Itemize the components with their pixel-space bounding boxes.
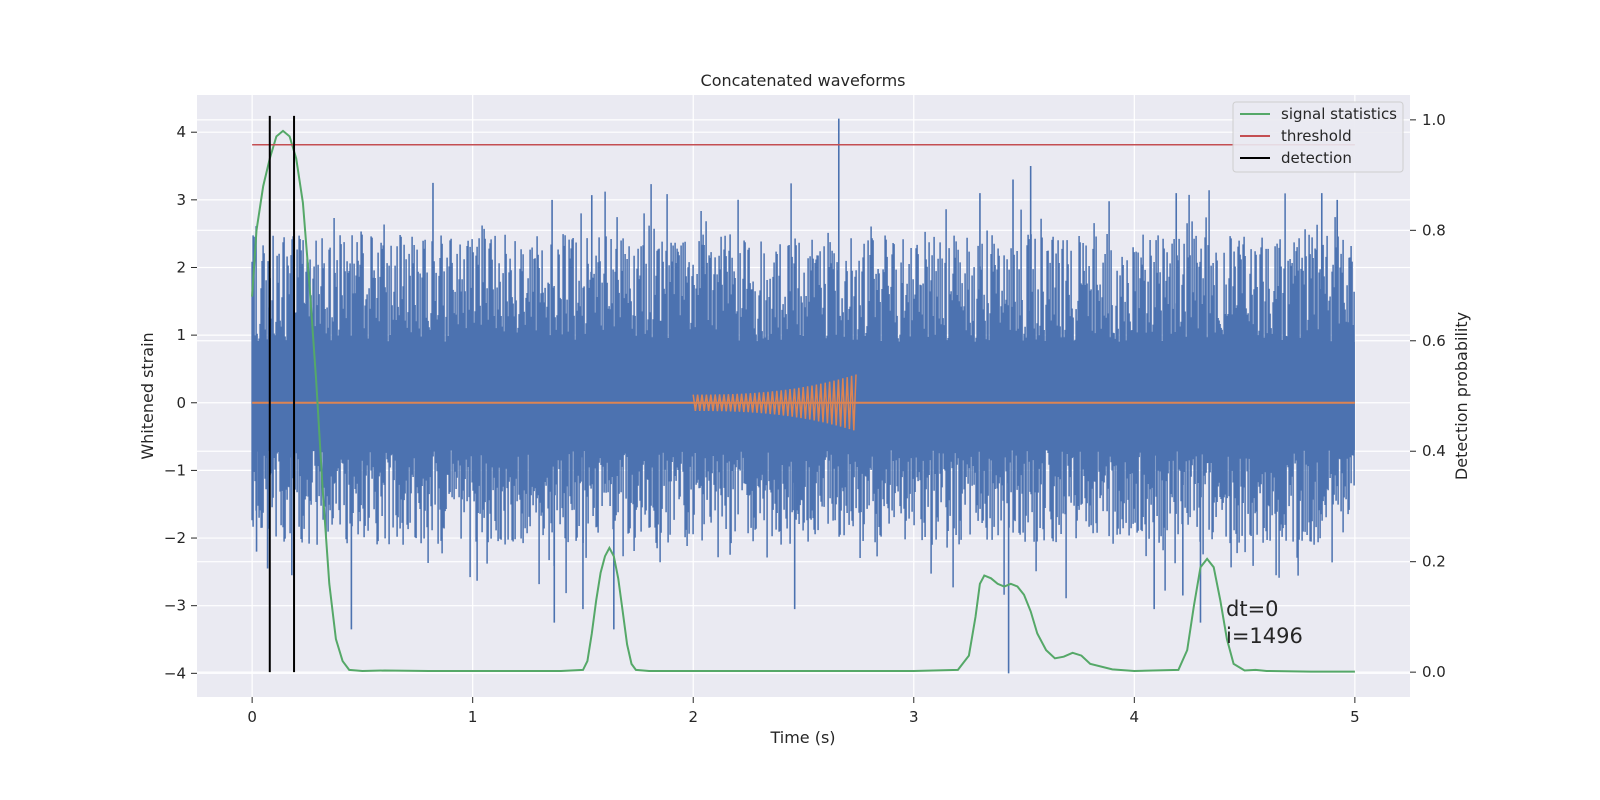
legend: signal statistics threshold detection	[1232, 101, 1404, 173]
x-axis-label: Time (s)	[769, 728, 835, 747]
legend-label-signal-statistics: signal statistics	[1281, 105, 1397, 123]
y-tick-label: 0	[176, 394, 186, 412]
x-tick-label: 5	[1350, 708, 1360, 726]
legend-label-threshold: threshold	[1281, 127, 1352, 145]
y2-tick-label: 0.4	[1422, 442, 1446, 460]
x-tick-label: 3	[909, 708, 919, 726]
y-tick-label: 2	[176, 258, 186, 276]
waveform-chirp-series	[692, 374, 857, 431]
y2-axis-ticks: 0.0 0.2 0.4 0.6 0.8 1.0	[1410, 111, 1446, 681]
y-tick-label: −2	[164, 529, 186, 547]
x-tick-label: 0	[247, 708, 257, 726]
legend-box	[1232, 101, 1404, 173]
detection-lines	[268, 115, 296, 673]
y-tick-label: −4	[164, 664, 186, 682]
x-axis-ticks: 0 1 2 3 4 5	[247, 697, 1360, 726]
chart-title: Concatenated waveforms	[701, 71, 906, 90]
x-tick-label: 1	[468, 708, 478, 726]
y-axis-label: Whitened strain	[138, 332, 157, 459]
y2-tick-label: 0.2	[1422, 553, 1446, 571]
x-tick-label: 2	[688, 708, 698, 726]
y2-tick-label: 0.6	[1422, 332, 1446, 350]
y-tick-label: −3	[164, 597, 186, 615]
x-tick-label: 4	[1130, 708, 1140, 726]
y2-tick-label: 0.8	[1422, 221, 1446, 239]
y-axis-ticks: −4 −3 −2 −1 0 1 2 3 4	[164, 123, 197, 682]
y-tick-label: 3	[176, 191, 186, 209]
y2-tick-label: 0.0	[1422, 663, 1446, 681]
legend-label-detection: detection	[1281, 149, 1352, 167]
annotation-dt: dt=0	[1226, 597, 1279, 621]
y2-tick-label: 1.0	[1422, 111, 1446, 129]
annotation-index: i=1496	[1226, 624, 1303, 648]
y-tick-label: 4	[176, 123, 186, 141]
signal-statistics-line	[251, 129, 1355, 673]
y-tick-label: 1	[176, 326, 186, 344]
y2-axis-label: Detection probability	[1452, 312, 1471, 480]
y-tick-label: −1	[164, 461, 186, 479]
